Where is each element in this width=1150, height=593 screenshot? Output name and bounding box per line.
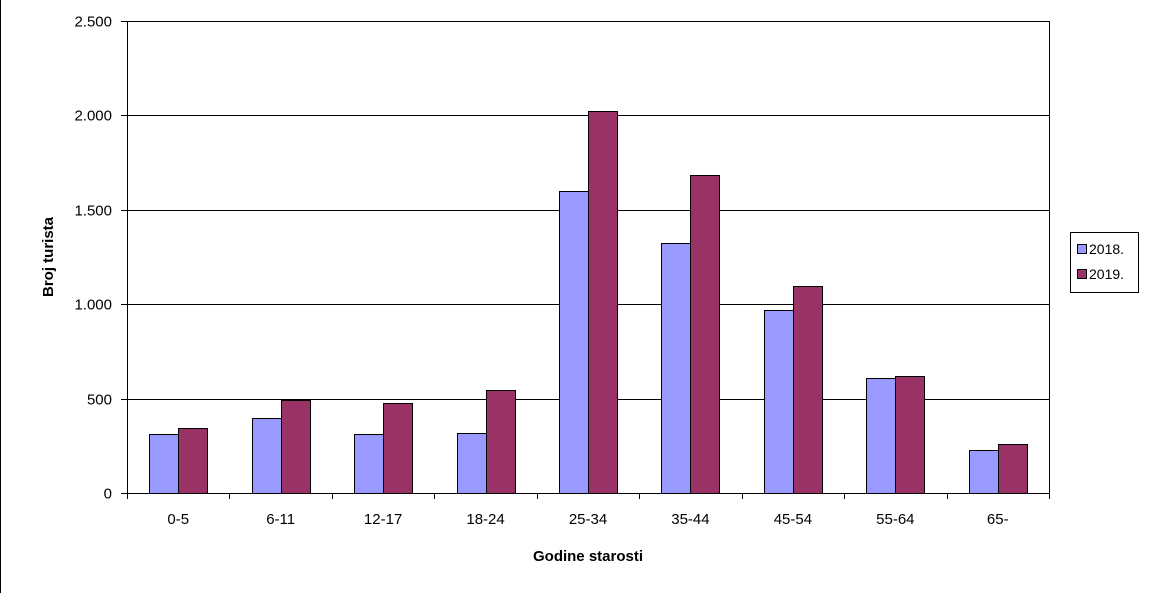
bar-2019-55-64 — [895, 376, 925, 494]
y-tick-label: 2.000 — [74, 108, 112, 125]
bar-2019-45-54 — [793, 286, 823, 494]
bar-2018-12-17 — [354, 434, 384, 494]
bar-2018-6-11 — [252, 418, 282, 494]
x-tick-label: 6-11 — [266, 511, 295, 528]
bar-2019-35-44 — [690, 175, 720, 494]
bar-2019-12-17 — [383, 403, 413, 494]
bars — [149, 111, 1028, 494]
x-tick-label: 25-34 — [569, 511, 607, 528]
bar-2018-0-5 — [149, 434, 179, 494]
bar-2018-45-54 — [764, 310, 794, 494]
bar-2018-65- — [969, 450, 999, 494]
legend-swatch-2019 — [1077, 269, 1087, 279]
bar-2018-55-64 — [866, 378, 896, 494]
y-tick-label: 1.000 — [74, 297, 112, 314]
x-tick-label: 65- — [987, 511, 1009, 528]
bar-2018-35-44 — [661, 243, 691, 494]
bar-2019-6-11 — [281, 400, 311, 494]
y-axis-title: Broj turista — [40, 216, 57, 297]
axes: 0 500 1.000 1.500 2.000 2.500 0-5 6-11 12-17 18-2… — [74, 14, 1050, 528]
x-tick-label: 55-64 — [876, 511, 914, 528]
x-tick-label: 45-54 — [774, 511, 812, 528]
y-tick-label: 1.500 — [74, 203, 112, 220]
bar-2019-18-24 — [486, 390, 516, 494]
y-tick-label: 0 — [104, 486, 112, 503]
x-tick-label: 0-5 — [167, 511, 189, 528]
legend: 2018. 2019. — [1070, 232, 1139, 293]
legend-box — [1070, 232, 1139, 293]
x-tick-label: 35-44 — [671, 511, 709, 528]
x-tick-label: 18-24 — [466, 511, 504, 528]
bar-2019-65- — [998, 444, 1028, 494]
bar-2018-18-24 — [457, 433, 487, 494]
y-tick-label: 500 — [87, 392, 112, 409]
bar-2019-0-5 — [178, 428, 208, 494]
legend-label-2018: 2018. — [1089, 241, 1124, 257]
bar-2018-25-34 — [559, 191, 589, 494]
bar-2019-25-34 — [588, 111, 618, 494]
x-axis-title: Godine starosti — [533, 548, 643, 565]
legend-swatch-2018 — [1077, 244, 1087, 254]
y-tick-label: 2.500 — [74, 14, 112, 31]
legend-label-2019: 2019. — [1089, 266, 1124, 282]
x-tick-label: 12-17 — [364, 511, 402, 528]
